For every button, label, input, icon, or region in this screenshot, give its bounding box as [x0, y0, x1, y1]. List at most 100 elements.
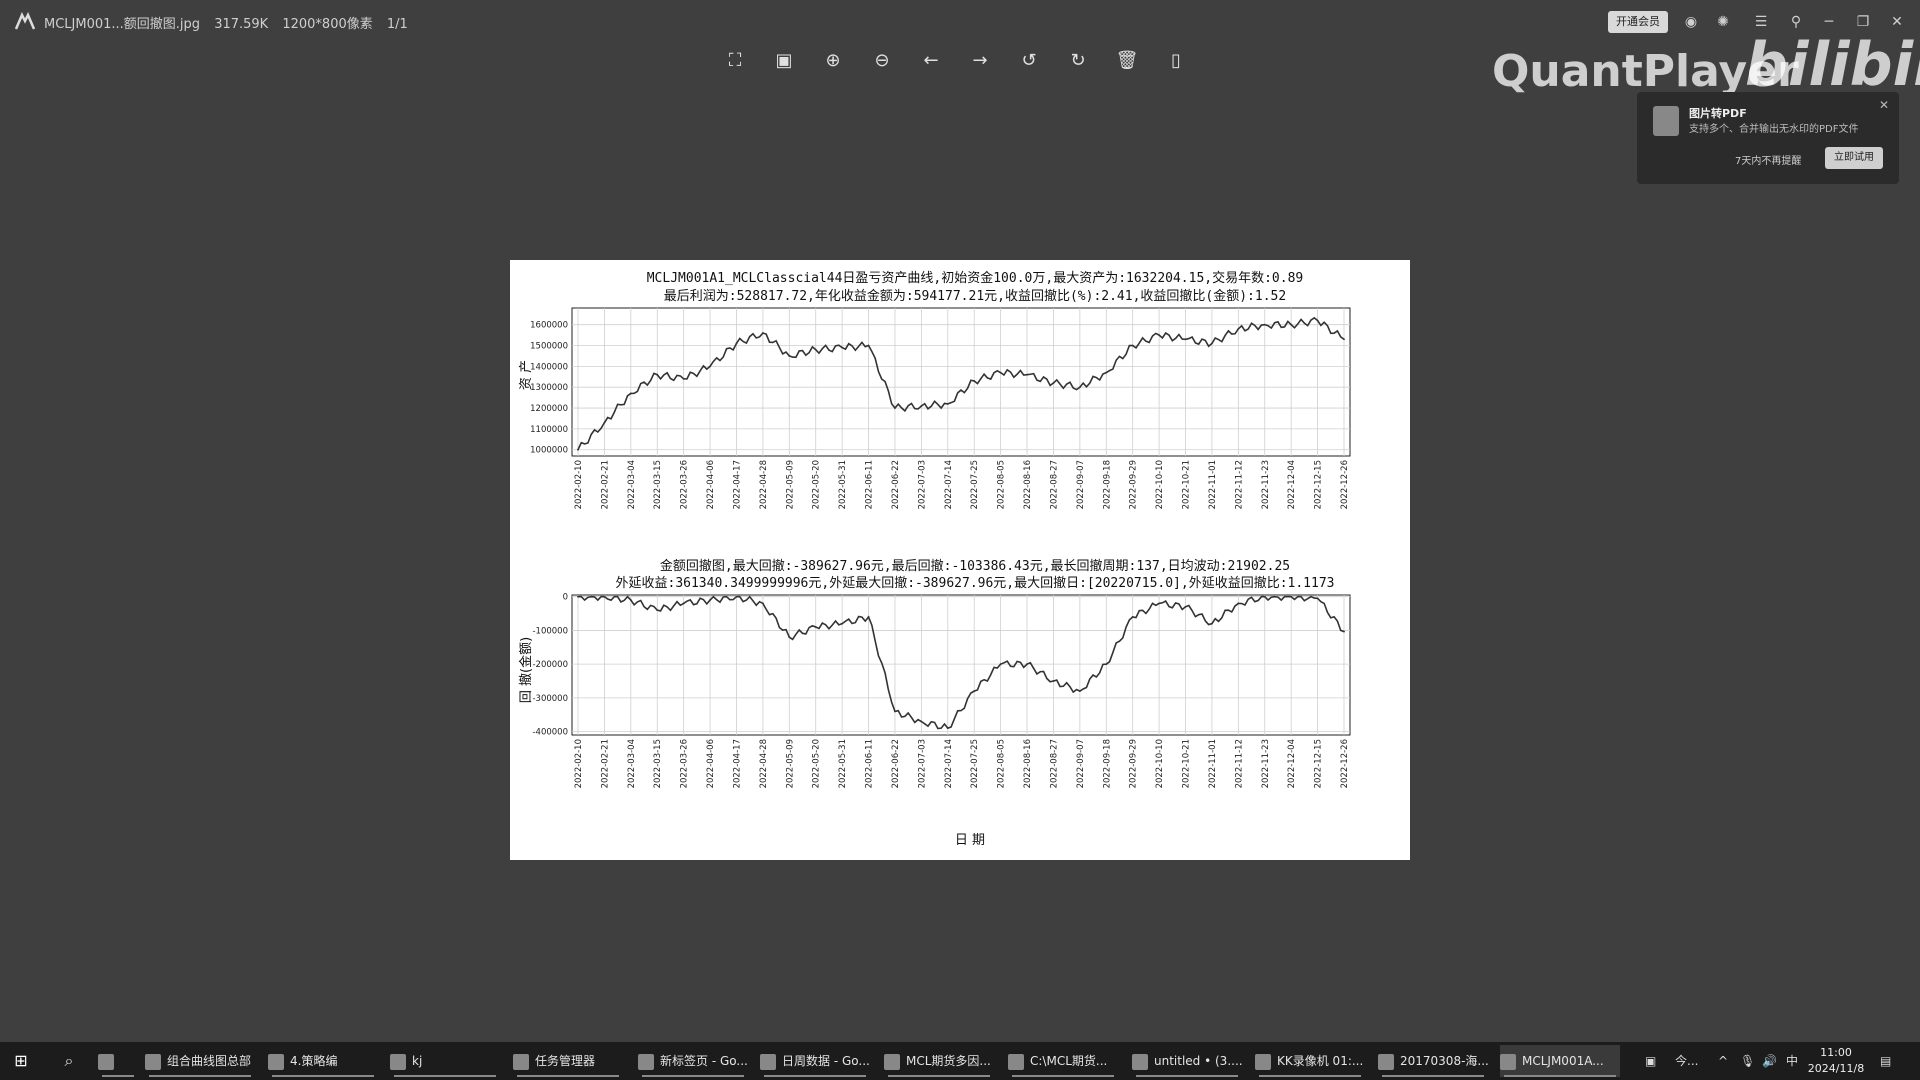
chart2-data-point	[1316, 597, 1319, 600]
chart1-data-point	[867, 344, 870, 347]
pin-icon[interactable]: ⚲	[1790, 14, 1802, 30]
clock[interactable]: 11:00 2024/11/8	[1806, 1045, 1866, 1077]
chart1-x-tick-label: 2022-11-01	[1208, 460, 1218, 509]
notification-icon[interactable]: ▤	[1880, 1054, 1892, 1068]
chart1-data-point	[577, 448, 579, 451]
chart1-data-point	[973, 380, 976, 382]
taskbar: ⊞ ⌕ 组合曲线图总部 4.策略编 kj 任务管理器 新标签页 - Go... 日周数据 …	[0, 1042, 1920, 1080]
chart2-plot-area	[571, 594, 1351, 736]
chart1-data-point	[682, 377, 685, 380]
taskbar-item[interactable]: 20170308-海...	[1378, 1045, 1488, 1077]
chart2-data-point	[920, 720, 923, 723]
chart1-data-point	[709, 365, 711, 368]
chart2-data-point	[1026, 663, 1028, 666]
taskbar-item-label: KK录像机 01:...	[1277, 1054, 1364, 1068]
chart1-y-tick-label: 1300000	[530, 383, 568, 393]
taskbar-item[interactable]: 日周数据 - Go...	[760, 1045, 870, 1077]
chart2-data-point	[973, 690, 976, 693]
taskbar-item-label: kj	[412, 1054, 423, 1068]
chart1-data-point	[1078, 386, 1081, 389]
chart1-x-tick-label: 2022-12-26	[1340, 460, 1350, 509]
chart1-data-point	[1263, 323, 1266, 326]
chart2-data-point	[1263, 595, 1266, 598]
vip-button[interactable]: 开通会员	[1608, 11, 1668, 33]
restore-icon[interactable]: ❐	[1856, 14, 1870, 30]
chart1-data-point	[999, 371, 1002, 374]
search-icon[interactable]: ⌕	[64, 1051, 74, 1070]
chart2-x-tick-label: 2022-07-03	[917, 739, 927, 788]
chart1-x-tick-label: 2022-03-26	[680, 460, 690, 509]
taskbar-item[interactable]: kj	[390, 1045, 500, 1077]
chart1-x-tick-label: 2022-04-06	[706, 460, 716, 509]
avatar-icon[interactable]: ◉	[1684, 14, 1698, 30]
zoom-out-icon[interactable]: ⊖	[874, 50, 890, 71]
taskbar-item[interactable]: untitled • (3....	[1132, 1045, 1242, 1077]
tray-lang[interactable]: 今...	[1675, 1054, 1699, 1068]
chart2-x-tick-label: 2022-04-06	[706, 739, 716, 788]
image-icon	[1378, 1053, 1394, 1070]
chart2-data-point	[946, 727, 949, 730]
chart1-x-tick-label: 2022-09-29	[1129, 460, 1139, 509]
rotate-left-icon[interactable]: ↺	[1021, 50, 1037, 71]
volume-icon[interactable]: 🔊	[1762, 1054, 1777, 1068]
chart1-x-tick-label: 2022-09-07	[1076, 460, 1086, 509]
taskbar-item[interactable]: MCLJM001A...	[1500, 1045, 1620, 1077]
chart2-data-point	[1211, 622, 1213, 625]
chart1-x-tick-label: 2022-04-17	[732, 460, 742, 509]
minimize-icon[interactable]: ─	[1824, 14, 1834, 30]
chart2-x-tick-label: 2022-12-26	[1340, 739, 1350, 788]
previous-icon[interactable]: ←	[923, 50, 939, 71]
chart1-data-point	[735, 342, 738, 345]
fullscreen-icon[interactable]: ⛶	[728, 50, 742, 71]
chart2-y-tick-label: -100000	[532, 626, 568, 636]
rotate-right-icon[interactable]: ↻	[1070, 50, 1086, 71]
chart1-data-point	[1026, 373, 1028, 376]
taskbar-item[interactable]: 4.策略编	[268, 1045, 378, 1077]
taskbar-item[interactable]: MCL期货多因...	[884, 1045, 994, 1077]
chart1-x-tick-label: 2022-03-04	[627, 460, 637, 509]
taskbar-item[interactable]: 新标签页 - Go...	[638, 1045, 748, 1077]
chart1-data-point	[1290, 323, 1293, 326]
filesize: 317.59K	[214, 17, 269, 32]
chart1-data-point	[894, 407, 896, 409]
menu-icon[interactable]: ☰	[1754, 14, 1768, 30]
chart1-x-tick-label: 2022-12-04	[1287, 460, 1297, 509]
popup-close-icon[interactable]: ✕	[1878, 98, 1889, 112]
zoom-in-icon[interactable]: ⊕	[825, 50, 841, 71]
popup-skip-link[interactable]: 7天内不再提醒	[1735, 156, 1802, 167]
viewer-icon	[1500, 1053, 1516, 1070]
fit-window-icon[interactable]: ▣	[775, 50, 793, 71]
taskbar-item[interactable]	[98, 1045, 138, 1077]
ime-indicator[interactable]: 中	[1786, 1054, 1799, 1068]
tray-app-icon[interactable]: ▣	[1645, 1054, 1657, 1068]
filename: MCLJM001...额回撤图.jpg	[44, 17, 201, 32]
taskbar-item[interactable]: 组合曲线图总部	[145, 1045, 255, 1077]
chart2-data-point	[1078, 690, 1081, 693]
taskbar-item[interactable]: C:\MCL期货...	[1008, 1045, 1118, 1077]
close-icon[interactable]: ✕	[1891, 14, 1903, 30]
windows-start-icon[interactable]: ⊞	[14, 1051, 28, 1070]
chart1-data-point	[814, 348, 817, 351]
chart2-x-tick-label: 2022-02-10	[574, 739, 584, 788]
taskbar-item[interactable]: 任务管理器	[513, 1045, 623, 1077]
chart1-data-point	[1184, 338, 1187, 341]
chart1-x-tick-label: 2022-08-16	[1023, 460, 1033, 509]
chart2-x-tick-label: 2022-03-15	[653, 739, 663, 788]
more-icon[interactable]: ▯	[1171, 50, 1181, 71]
chart2-x-tick-label: 2022-10-10	[1155, 739, 1165, 788]
skin-icon[interactable]: ✺	[1717, 14, 1729, 30]
microphone-icon[interactable]: 🎙	[1740, 1054, 1756, 1068]
delete-icon[interactable]: 🗑	[1115, 50, 1139, 71]
popup-try-button[interactable]: 立即试用	[1825, 147, 1883, 169]
chart2-data-point	[1290, 595, 1293, 598]
chart2-data-point	[867, 616, 870, 618]
chart1-y-tick-label: 1100000	[530, 425, 568, 435]
document-icon	[145, 1053, 161, 1070]
chart2-x-tick-label: 2022-09-29	[1129, 739, 1139, 788]
chevron-up-icon[interactable]: ^	[1718, 1054, 1729, 1068]
chart1-data-point	[920, 405, 923, 407]
next-icon[interactable]: →	[972, 50, 988, 71]
taskbar-item[interactable]: KK录像机 01:...	[1255, 1045, 1365, 1077]
taskbar-item-label: 20170308-海...	[1400, 1054, 1488, 1068]
chart2-x-tick-label: 2022-07-25	[970, 739, 980, 788]
